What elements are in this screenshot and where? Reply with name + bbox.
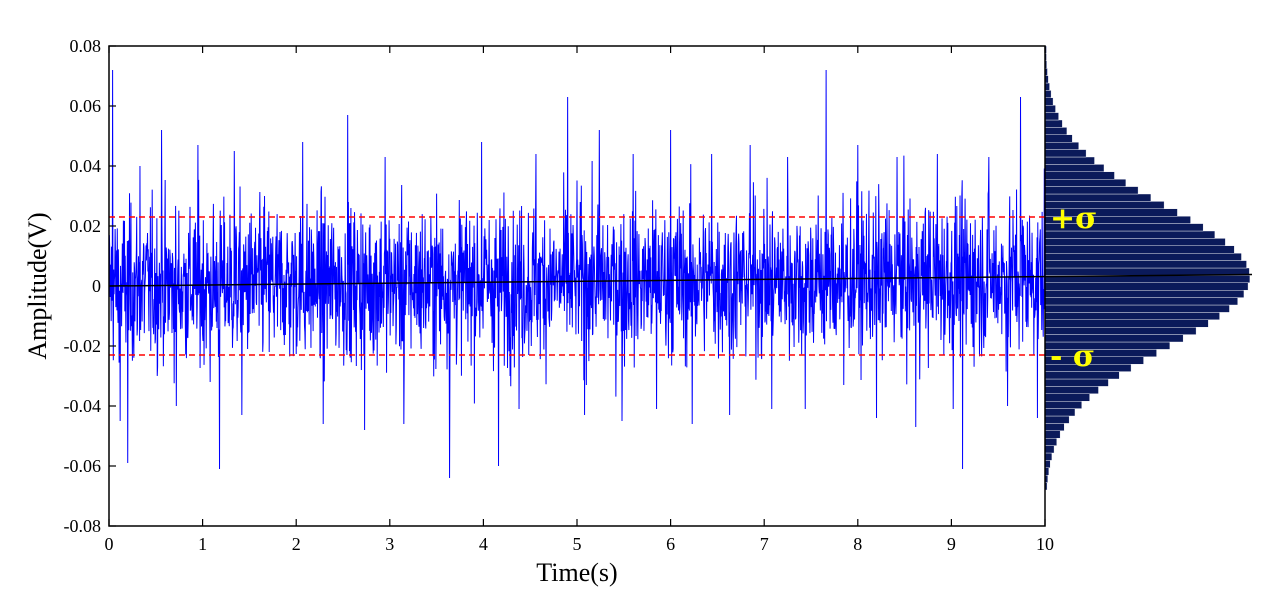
x-tick-label: 5: [573, 534, 582, 554]
histogram-bar: [1044, 164, 1105, 172]
y-tick-label: -0.06: [64, 456, 102, 476]
signal-path: [108, 69, 1046, 479]
histogram-bar: [1044, 408, 1076, 417]
histogram-bar: [1044, 423, 1065, 431]
histogram-bar: [1044, 297, 1238, 306]
x-tick-label: 3: [385, 534, 394, 554]
histogram-bar: [1044, 156, 1095, 165]
histogram-bar: [1044, 119, 1063, 128]
histogram-bar: [1044, 430, 1061, 439]
histogram-bar: [1044, 260, 1247, 269]
histogram-bar: [1044, 112, 1059, 121]
x-tick-label: 2: [292, 534, 301, 554]
histogram-bar: [1044, 386, 1099, 394]
histogram-bar: [1044, 245, 1235, 254]
axis-ticks: 0 1 2 3 4 5 6 7 8 9 10 0.08 0.06 0.04 0.02 0 -0.02 -0.04 -…: [64, 36, 1055, 554]
sigma-labels: +σ - σ: [1050, 201, 1097, 374]
histogram-bar: [1044, 178, 1127, 187]
sigma-label: +σ: [1050, 201, 1097, 236]
histogram-bar: [1044, 104, 1056, 113]
histogram-bar: [1044, 401, 1082, 409]
histogram-bar: [1044, 460, 1051, 468]
histogram-bar: [1044, 282, 1249, 291]
histogram-bar: [1044, 452, 1053, 461]
sigma-lines: [109, 216, 1045, 356]
y-tick-label: -0.02: [64, 336, 102, 356]
signal-trace: [108, 69, 1046, 479]
histogram-bar: [1044, 134, 1073, 143]
histogram-bar: [1044, 149, 1087, 158]
x-tick-label: 4: [479, 534, 488, 554]
histogram-bar: [1044, 97, 1054, 106]
y-tick-label: -0.08: [64, 516, 102, 536]
y-tick-label: 0: [92, 276, 101, 296]
histogram-bar: [1044, 141, 1079, 150]
sigma-label: - σ: [1050, 339, 1095, 374]
histogram-bar: [1044, 319, 1209, 328]
histogram-bar: [1044, 127, 1068, 136]
histogram-bar: [1044, 415, 1070, 424]
histogram-bar: [1044, 238, 1226, 246]
histogram-bar: [1044, 171, 1115, 180]
histogram-bar: [1044, 393, 1090, 402]
histogram-bar: [1044, 290, 1245, 298]
x-tick-label: 7: [760, 534, 769, 554]
histogram-bar: [1044, 378, 1109, 387]
amplitude-histogram: [1044, 45, 1251, 491]
y-tick-label: 0.02: [70, 216, 102, 236]
x-tick-label: 8: [853, 534, 862, 554]
histogram-bar: [1044, 445, 1055, 454]
histogram-bar: [1044, 252, 1242, 261]
histogram-bar: [1044, 90, 1052, 99]
y-tick-label: 0.04: [70, 156, 102, 176]
x-tick-label: 1: [198, 534, 207, 554]
x-tick-label: 9: [947, 534, 956, 554]
y-tick-label: 0.06: [70, 96, 102, 116]
y-tick-label: 0.08: [70, 36, 102, 56]
x-tick-label: 0: [105, 534, 114, 554]
x-axis-title: Time(s): [536, 558, 617, 587]
histogram-bar: [1044, 327, 1197, 335]
histogram-bar: [1044, 312, 1220, 320]
x-tick-label: 6: [666, 534, 675, 554]
histogram-bar: [1044, 186, 1139, 195]
histogram-bar: [1044, 438, 1057, 446]
y-tick-label: -0.04: [64, 396, 102, 416]
histogram-bar: [1044, 304, 1230, 313]
y-axis-title: Amplitude(V): [23, 212, 52, 359]
trend-line: [108, 273, 1253, 287]
x-tick-label: 10: [1036, 534, 1054, 554]
